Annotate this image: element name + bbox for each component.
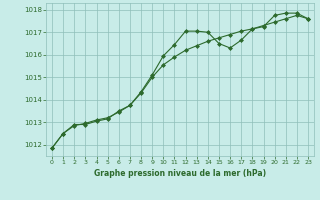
X-axis label: Graphe pression niveau de la mer (hPa): Graphe pression niveau de la mer (hPa) bbox=[94, 169, 266, 178]
